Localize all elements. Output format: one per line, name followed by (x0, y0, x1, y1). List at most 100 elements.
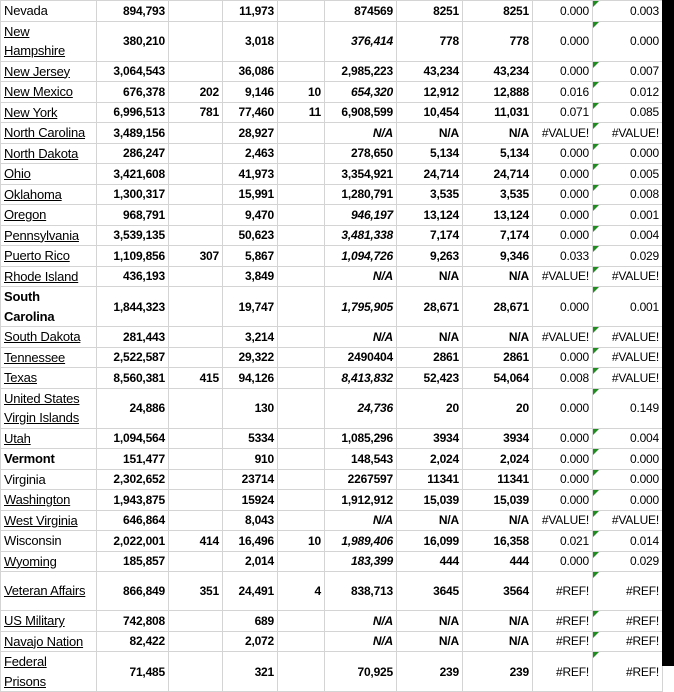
cell-col-c[interactable] (168, 346, 223, 368)
cell-name[interactable]: Navajo Nation (0, 630, 97, 652)
cell-col-d[interactable]: 94,126 (222, 367, 278, 389)
cell-name[interactable]: Tennessee (0, 346, 97, 368)
cell-col-g[interactable]: 28,671 (396, 286, 463, 327)
cell-col-f[interactable]: N/A (324, 326, 397, 348)
hyperlink-name[interactable]: Wyoming (4, 553, 57, 569)
cell-col-c[interactable] (168, 265, 223, 287)
cell-col-g[interactable]: 15,039 (396, 489, 463, 511)
cell-col-d[interactable]: 2,014 (222, 550, 278, 572)
cell-col-e[interactable]: 4 (277, 571, 325, 611)
cell-col-g[interactable]: 444 (396, 550, 463, 572)
cell-col-j[interactable]: 0.003 (592, 0, 663, 22)
cell-col-g[interactable]: 7,174 (396, 224, 463, 246)
cell-col-f[interactable]: N/A (324, 122, 397, 144)
cell-col-j[interactable]: #VALUE! (592, 509, 663, 531)
cell-col-g[interactable]: 778 (396, 20, 463, 62)
cell-col-i[interactable]: 0.000 (532, 20, 593, 62)
cell-col-c[interactable] (168, 387, 223, 429)
cell-col-g[interactable]: 3,535 (396, 183, 463, 205)
cell-col-i[interactable]: #REF! (532, 571, 593, 611)
cell-col-h[interactable]: 12,888 (462, 81, 533, 103)
cell-col-j[interactable]: 0.001 (592, 286, 663, 327)
cell-col-b[interactable]: 24,886 (96, 387, 169, 429)
cell-col-i[interactable]: 0.000 (532, 204, 593, 226)
cell-name[interactable]: Wisconsin (0, 530, 97, 552)
hyperlink-name[interactable]: Rhode Island (4, 268, 79, 284)
cell-col-e[interactable] (277, 468, 325, 490)
cell-col-h[interactable]: 3564 (462, 571, 533, 611)
cell-col-b[interactable]: 866,849 (96, 571, 169, 611)
cell-name[interactable]: South Dakota (0, 326, 97, 348)
cell-col-e[interactable] (277, 142, 325, 164)
cell-col-j[interactable]: 0.029 (592, 245, 663, 267)
cell-col-h[interactable]: 2861 (462, 346, 533, 368)
cell-col-b[interactable]: 646,864 (96, 509, 169, 531)
cell-col-f[interactable]: 3,354,921 (324, 163, 397, 185)
cell-col-b[interactable]: 151,477 (96, 448, 169, 470)
hyperlink-name[interactable]: Puerto Rico (4, 248, 70, 263)
cell-col-d[interactable]: 5334 (222, 427, 278, 449)
cell-col-i[interactable]: 0.021 (532, 530, 593, 552)
cell-col-f[interactable]: 1,280,791 (324, 183, 397, 205)
cell-col-b[interactable]: 3,539,135 (96, 224, 169, 246)
hyperlink-name[interactable]: New Jersey (4, 63, 70, 79)
cell-col-b[interactable]: 3,421,608 (96, 163, 169, 185)
cell-col-b[interactable]: 2,522,587 (96, 346, 169, 368)
cell-col-j[interactable]: 0.000 (592, 448, 663, 470)
hyperlink-name[interactable]: New Hampshire (4, 23, 66, 59)
cell-col-f[interactable]: 278,650 (324, 142, 397, 164)
cell-col-h[interactable]: 20 (462, 387, 533, 429)
cell-col-e[interactable] (277, 163, 325, 185)
cell-col-d[interactable]: 36,086 (222, 60, 278, 82)
cell-col-j[interactable]: #VALUE! (592, 122, 663, 144)
cell-col-e[interactable] (277, 610, 325, 632)
cell-col-j[interactable]: 0.007 (592, 60, 663, 82)
cell-name[interactable]: North Dakota (0, 142, 97, 164)
cell-name[interactable]: Texas (0, 367, 97, 389)
cell-name[interactable]: United States Virgin Islands (0, 387, 97, 429)
cell-col-d[interactable]: 2,463 (222, 142, 278, 164)
cell-col-d[interactable]: 15,991 (222, 183, 278, 205)
cell-col-d[interactable]: 3,214 (222, 326, 278, 348)
cell-col-j[interactable]: #VALUE! (592, 346, 663, 368)
hyperlink-name[interactable]: Veteran Affairs (4, 583, 86, 599)
cell-col-i[interactable]: 0.000 (532, 163, 593, 185)
cell-col-j[interactable]: 0.005 (592, 163, 663, 185)
cell-col-g[interactable]: N/A (396, 630, 463, 652)
cell-col-b[interactable]: 436,193 (96, 265, 169, 287)
cell-col-d[interactable]: 9,146 (222, 81, 278, 103)
cell-col-f[interactable]: 8,413,832 (324, 367, 397, 389)
cell-col-i[interactable]: #VALUE! (532, 326, 593, 348)
cell-col-f[interactable]: 6,908,599 (324, 101, 397, 123)
cell-col-d[interactable]: 3,849 (222, 265, 278, 287)
vertical-scrollbar[interactable] (662, 0, 674, 666)
cell-col-c[interactable] (168, 427, 223, 449)
cell-col-g[interactable]: N/A (396, 509, 463, 531)
cell-col-b[interactable]: 82,422 (96, 630, 169, 652)
cell-col-j[interactable]: 0.014 (592, 530, 663, 552)
cell-col-e[interactable] (277, 265, 325, 287)
cell-col-e[interactable] (277, 245, 325, 267)
cell-col-g[interactable]: 43,234 (396, 60, 463, 82)
cell-col-d[interactable]: 910 (222, 448, 278, 470)
cell-col-c[interactable]: 307 (168, 245, 223, 267)
cell-col-g[interactable]: 20 (396, 387, 463, 429)
cell-col-c[interactable] (168, 224, 223, 246)
cell-col-c[interactable]: 351 (168, 571, 223, 611)
cell-col-b[interactable]: 1,844,323 (96, 286, 169, 327)
cell-col-g[interactable]: 10,454 (396, 101, 463, 123)
cell-col-g[interactable]: N/A (396, 265, 463, 287)
cell-col-e[interactable] (277, 489, 325, 511)
cell-col-b[interactable]: 3,489,156 (96, 122, 169, 144)
cell-col-h[interactable]: 28,671 (462, 286, 533, 327)
cell-col-h[interactable]: 43,234 (462, 60, 533, 82)
cell-col-e[interactable] (277, 204, 325, 226)
cell-col-d[interactable]: 50,623 (222, 224, 278, 246)
cell-col-g[interactable]: 16,099 (396, 530, 463, 552)
cell-col-e[interactable]: 11 (277, 101, 325, 123)
cell-name[interactable]: Utah (0, 427, 97, 449)
cell-col-i[interactable]: #VALUE! (532, 122, 593, 144)
cell-col-c[interactable] (168, 60, 223, 82)
cell-col-i[interactable]: #REF! (532, 630, 593, 652)
cell-col-j[interactable]: 0.000 (592, 142, 663, 164)
